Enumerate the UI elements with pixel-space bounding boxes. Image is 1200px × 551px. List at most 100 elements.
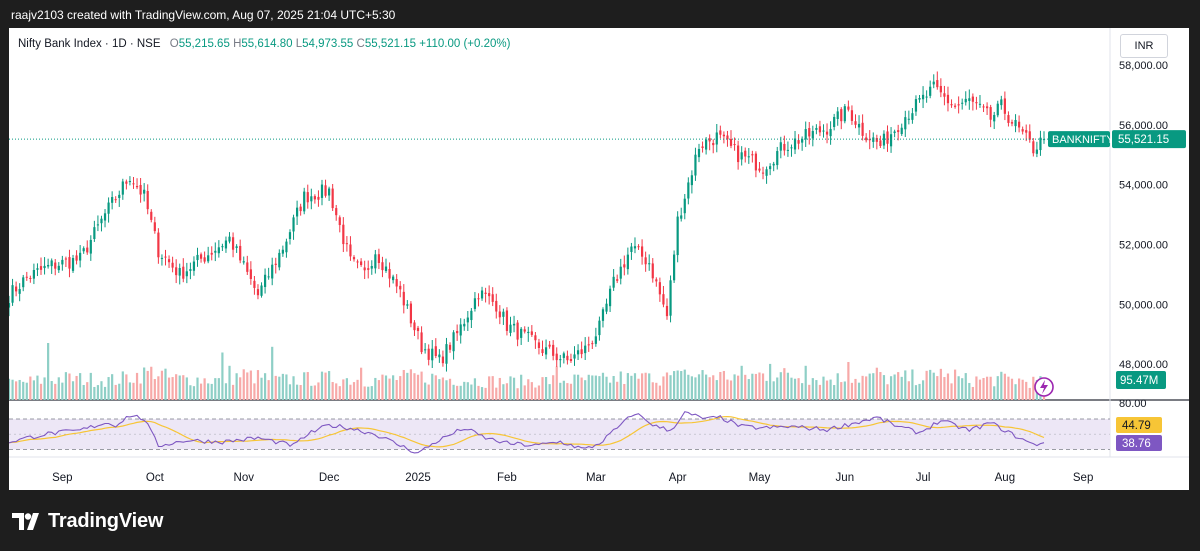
tradingview-logo-icon xyxy=(12,513,39,530)
volume-bar xyxy=(1018,378,1021,400)
candle-body xyxy=(29,277,32,279)
candle-body xyxy=(804,129,807,140)
candle-body xyxy=(655,279,658,282)
volume-bar xyxy=(335,383,338,400)
volume-bar xyxy=(260,377,263,400)
y-tick-label: 50,000.00 xyxy=(1119,299,1168,311)
volume-bar xyxy=(562,380,565,400)
volume-bar xyxy=(868,373,871,400)
volume-bar xyxy=(39,383,43,400)
volume-bar xyxy=(377,380,380,400)
candle-body xyxy=(527,331,530,334)
volume-bar xyxy=(523,385,526,400)
volume-bar xyxy=(143,367,146,400)
candle-body xyxy=(833,116,836,127)
candle-body xyxy=(936,80,939,88)
footer-bar: TradingView xyxy=(0,490,1200,551)
volume-bar xyxy=(1032,376,1035,400)
volume-bar xyxy=(221,352,224,400)
symbol-tag-label: BANKNIFTY xyxy=(1052,134,1114,146)
chart-frame: 48,000.00 50,000.00 52,000.00 54,000.00 56,0… xyxy=(9,28,1189,490)
candle-body xyxy=(260,285,263,296)
rsi-ma-tag-label: 44.79 xyxy=(1122,420,1151,432)
volume-bar xyxy=(384,375,388,400)
volume-bar xyxy=(808,384,811,400)
tradingview-wordmark: TradingView xyxy=(48,510,164,532)
volume-bar xyxy=(843,381,846,400)
candle-body xyxy=(491,294,494,302)
candle-body xyxy=(338,217,341,226)
volume-bar xyxy=(1014,384,1017,400)
candle-body xyxy=(502,311,505,317)
candle-body xyxy=(441,356,445,364)
lightning-bolt-shape xyxy=(1040,380,1048,394)
volume-bar xyxy=(256,370,260,400)
candle-body xyxy=(406,304,409,306)
top-bar: raajv2103 created with TradingView.com, … xyxy=(0,0,1200,28)
candle-body xyxy=(1021,129,1024,132)
volume-bar xyxy=(925,370,928,400)
volume-bar xyxy=(150,366,153,400)
volume-bar xyxy=(228,365,231,400)
y-tick-label: 58,000.00 xyxy=(1119,60,1168,72)
volume-bar xyxy=(61,382,64,400)
candle-body xyxy=(470,310,473,321)
volume-bar xyxy=(295,384,299,400)
candle-body xyxy=(790,147,793,149)
candle-body xyxy=(235,246,238,248)
currency-button[interactable]: INR xyxy=(1120,34,1168,58)
volume-bar xyxy=(1000,371,1003,400)
volume-bar xyxy=(854,378,857,400)
volume-bar xyxy=(818,384,822,400)
volume-bar xyxy=(509,376,512,400)
close-value: 55,521.15 xyxy=(364,38,417,50)
volume-bar xyxy=(758,372,761,400)
volume-bar xyxy=(601,372,605,400)
volume-bar xyxy=(488,376,491,400)
candle-body xyxy=(889,134,893,147)
candle-body xyxy=(843,106,846,122)
y-tick-label: 56,000.00 xyxy=(1119,120,1168,132)
candle-body xyxy=(178,267,181,276)
chart-canvas[interactable]: 48,000.00 50,000.00 52,000.00 54,000.00 56,0… xyxy=(9,28,1189,490)
volume-bar xyxy=(569,383,573,400)
volume-bar xyxy=(22,381,25,400)
volume-bar xyxy=(598,376,601,400)
volume-bar xyxy=(555,366,558,400)
candle-body xyxy=(107,202,110,214)
x-tick-label: Sep xyxy=(1073,472,1093,484)
volume-bar xyxy=(648,373,651,400)
volume-bar xyxy=(911,369,914,400)
volume-bar xyxy=(498,377,501,400)
low-label: L xyxy=(295,38,303,50)
candle-body xyxy=(619,266,622,279)
volume-bar xyxy=(857,382,861,400)
volume-bar xyxy=(552,375,555,400)
volume-bar xyxy=(310,385,313,400)
volume-bar xyxy=(822,376,825,400)
volume-bar xyxy=(424,382,427,400)
candle-body xyxy=(747,156,750,158)
candle-body xyxy=(352,257,356,260)
volume-bar xyxy=(381,374,384,400)
candle-body xyxy=(349,244,352,257)
candle-body xyxy=(253,280,256,288)
candle-body xyxy=(797,140,800,144)
candle-body xyxy=(694,154,697,176)
volume-bar xyxy=(409,369,413,400)
candle-body xyxy=(310,196,313,202)
volume-bar xyxy=(338,386,341,400)
x-tick-label: Dec xyxy=(319,472,340,484)
volume-bar xyxy=(43,377,46,400)
volume-bar xyxy=(107,377,110,400)
volume-bar xyxy=(978,379,982,400)
candle-body xyxy=(893,131,896,134)
change-value: +110.00 (+0.20%) xyxy=(419,38,511,50)
volume-bar xyxy=(207,383,210,400)
volume-bar xyxy=(900,376,903,400)
candle-body xyxy=(818,126,822,133)
volume-bar xyxy=(15,381,18,400)
candle-body xyxy=(363,267,366,271)
candle-body xyxy=(118,194,121,199)
volume-bar xyxy=(175,374,178,400)
